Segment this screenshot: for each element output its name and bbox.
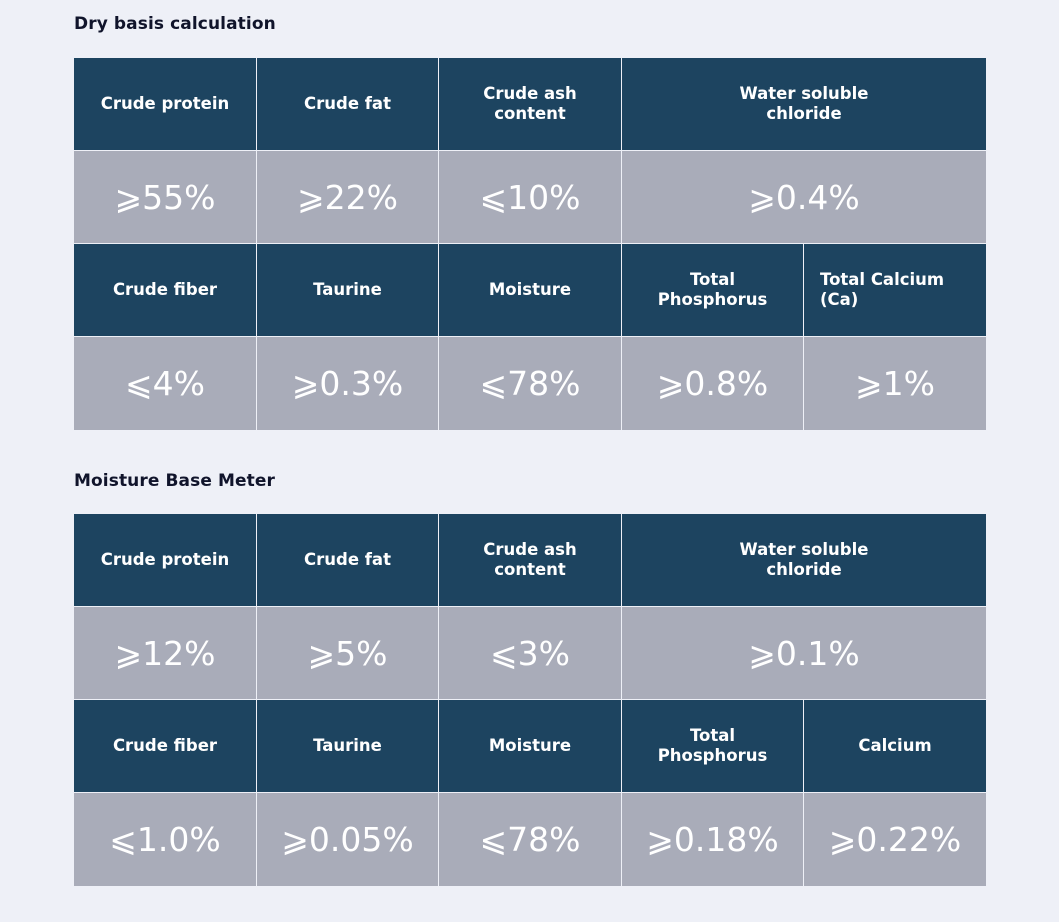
header-taurine: Taurine bbox=[257, 700, 438, 792]
header-crude-fiber: Crude fiber bbox=[74, 700, 256, 792]
header-crude-fat: Crude fat bbox=[257, 514, 438, 606]
header-crude-protein: Crude protein bbox=[74, 58, 256, 150]
value-water-soluble-chloride: ⩾0.1% bbox=[622, 607, 986, 699]
value-taurine: ⩾0.3% bbox=[257, 337, 438, 430]
value-moisture: ⩽78% bbox=[439, 793, 621, 886]
header-moisture: Moisture bbox=[439, 244, 621, 336]
value-crude-fiber: ⩽4% bbox=[74, 337, 256, 430]
value-total-phosphorus: ⩾0.18% bbox=[622, 793, 803, 886]
header-crude-fiber: Crude fiber bbox=[74, 244, 256, 336]
value-crude-protein: ⩾55% bbox=[74, 151, 256, 243]
value-crude-ash: ⩽10% bbox=[439, 151, 621, 243]
header-total-phosphorus: Total Phosphorus bbox=[622, 700, 803, 792]
header-water-soluble-chloride: Water soluble chloride bbox=[622, 58, 986, 150]
header-total-calcium: Total Calcium (Ca) bbox=[804, 244, 986, 336]
value-water-soluble-chloride: ⩾0.4% bbox=[622, 151, 986, 243]
header-crude-fat: Crude fat bbox=[257, 58, 438, 150]
value-total-calcium: ⩾1% bbox=[804, 337, 986, 430]
dry-basis-table: Crude protein Crude fat Crude ash conten… bbox=[74, 58, 986, 430]
value-total-phosphorus: ⩾0.8% bbox=[622, 337, 803, 430]
header-calcium: Calcium bbox=[804, 700, 986, 792]
value-crude-fiber: ⩽1.0% bbox=[74, 793, 256, 886]
header-total-phosphorus: Total Phosphorus bbox=[622, 244, 803, 336]
header-crude-ash: Crude ash content bbox=[439, 58, 621, 150]
header-water-soluble-chloride: Water soluble chloride bbox=[622, 514, 986, 606]
section-title-moisture-base: Moisture Base Meter bbox=[74, 471, 275, 491]
header-moisture: Moisture bbox=[439, 700, 621, 792]
value-crude-fat: ⩾5% bbox=[257, 607, 438, 699]
section-title-dry-basis: Dry basis calculation bbox=[74, 14, 276, 34]
value-crude-fat: ⩾22% bbox=[257, 151, 438, 243]
value-crude-protein: ⩾12% bbox=[74, 607, 256, 699]
value-moisture: ⩽78% bbox=[439, 337, 621, 430]
header-crude-ash: Crude ash content bbox=[439, 514, 621, 606]
value-crude-ash: ⩽3% bbox=[439, 607, 621, 699]
header-taurine: Taurine bbox=[257, 244, 438, 336]
header-crude-protein: Crude protein bbox=[74, 514, 256, 606]
moisture-base-table: Crude protein Crude fat Crude ash conten… bbox=[74, 514, 986, 886]
value-calcium: ⩾0.22% bbox=[804, 793, 986, 886]
value-taurine: ⩾0.05% bbox=[257, 793, 438, 886]
